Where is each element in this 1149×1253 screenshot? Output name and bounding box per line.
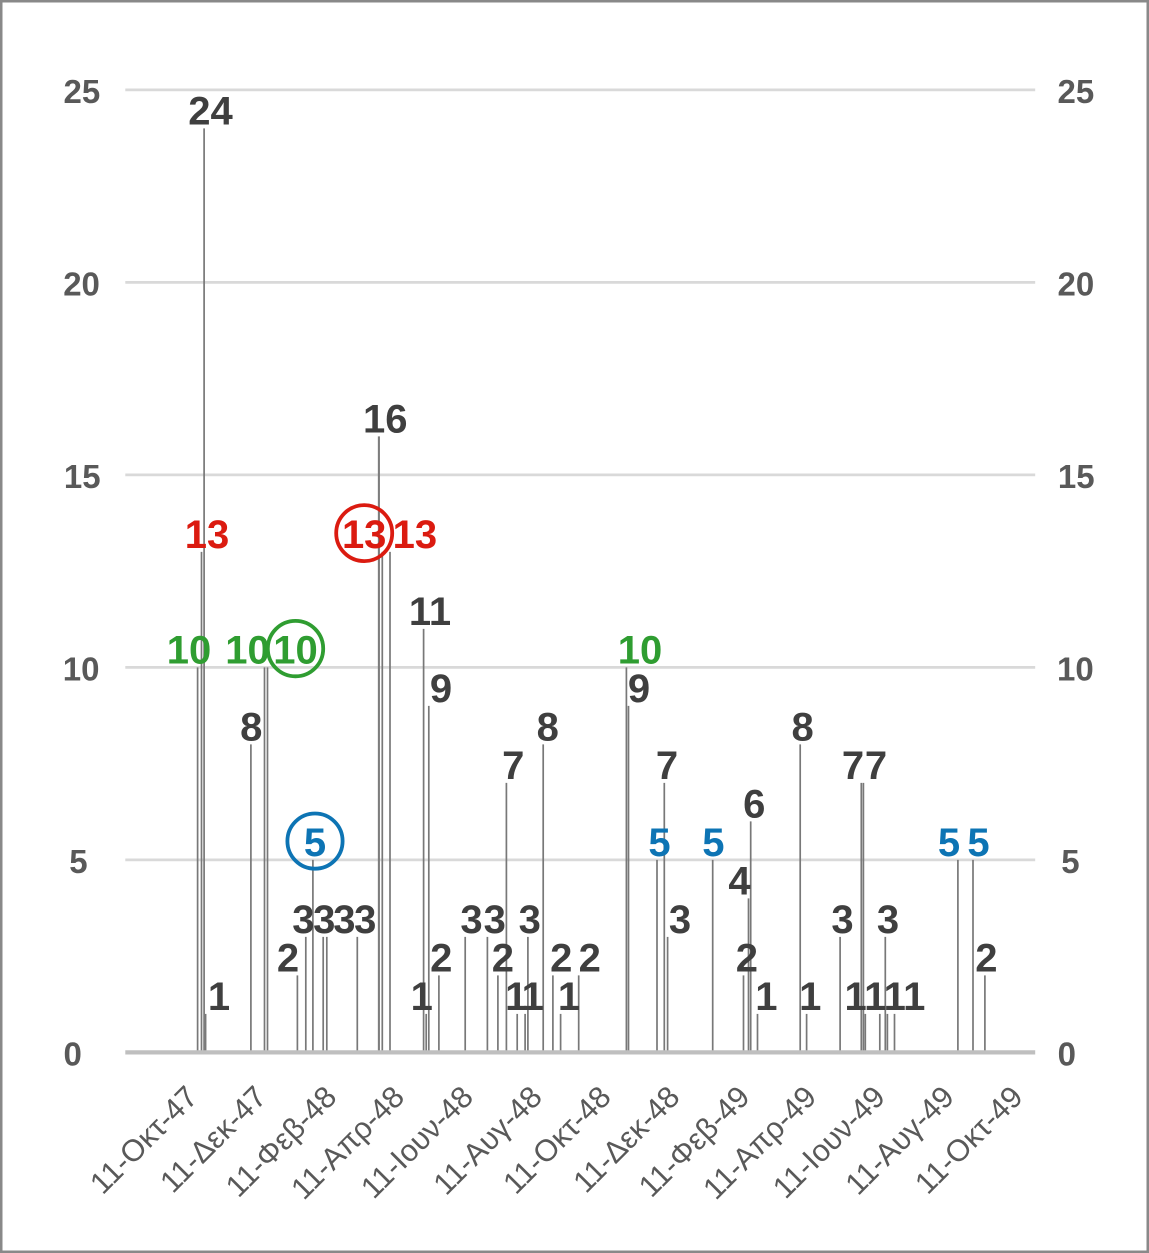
svg-text:2: 2 xyxy=(277,937,299,981)
svg-text:1: 1 xyxy=(864,975,886,1019)
svg-text:8: 8 xyxy=(791,706,813,750)
svg-text:1: 1 xyxy=(884,975,906,1019)
svg-text:15: 15 xyxy=(1058,458,1095,495)
svg-text:10: 10 xyxy=(618,629,663,673)
svg-text:7: 7 xyxy=(656,744,678,788)
svg-text:5: 5 xyxy=(304,821,326,865)
svg-text:25: 25 xyxy=(64,73,101,110)
svg-text:10: 10 xyxy=(63,651,100,688)
svg-text:0: 0 xyxy=(1058,1036,1076,1073)
svg-text:7: 7 xyxy=(865,744,887,788)
svg-text:2: 2 xyxy=(550,937,572,981)
svg-text:1: 1 xyxy=(208,975,230,1019)
svg-text:3: 3 xyxy=(354,898,376,942)
svg-text:3: 3 xyxy=(313,898,335,942)
svg-text:9: 9 xyxy=(430,667,452,711)
svg-text:1: 1 xyxy=(844,975,866,1019)
svg-text:1: 1 xyxy=(522,975,544,1019)
svg-text:7: 7 xyxy=(502,744,524,788)
svg-text:5: 5 xyxy=(967,821,989,865)
svg-text:1: 1 xyxy=(558,975,580,1019)
svg-text:11: 11 xyxy=(409,590,451,634)
svg-text:20: 20 xyxy=(1058,266,1095,303)
svg-text:3: 3 xyxy=(292,898,314,942)
svg-text:8: 8 xyxy=(537,706,559,750)
svg-text:10: 10 xyxy=(1057,651,1094,688)
svg-text:2: 2 xyxy=(975,937,997,981)
svg-text:1: 1 xyxy=(411,975,433,1019)
svg-text:24: 24 xyxy=(188,90,233,134)
svg-text:9: 9 xyxy=(628,667,650,711)
svg-text:3: 3 xyxy=(333,898,355,942)
svg-text:1: 1 xyxy=(903,975,925,1019)
svg-text:3: 3 xyxy=(519,898,541,942)
svg-text:1: 1 xyxy=(505,975,527,1019)
svg-text:7: 7 xyxy=(842,744,864,788)
svg-text:10: 10 xyxy=(167,629,212,673)
svg-text:10: 10 xyxy=(273,629,318,673)
svg-text:5: 5 xyxy=(702,821,724,865)
svg-text:2: 2 xyxy=(736,937,758,981)
svg-text:3: 3 xyxy=(831,898,853,942)
svg-text:13: 13 xyxy=(185,513,230,557)
svg-text:0: 0 xyxy=(64,1036,82,1073)
svg-text:5: 5 xyxy=(648,821,670,865)
svg-text:10: 10 xyxy=(225,629,270,673)
svg-text:6: 6 xyxy=(743,783,765,827)
svg-text:3: 3 xyxy=(877,898,899,942)
svg-text:25: 25 xyxy=(1058,73,1095,110)
svg-text:1: 1 xyxy=(755,975,777,1019)
svg-text:13: 13 xyxy=(342,513,387,557)
svg-text:8: 8 xyxy=(240,706,262,750)
svg-text:3: 3 xyxy=(484,898,506,942)
svg-text:1: 1 xyxy=(799,975,821,1019)
svg-text:5: 5 xyxy=(69,843,87,880)
svg-text:15: 15 xyxy=(64,458,101,495)
svg-text:5: 5 xyxy=(1061,843,1079,880)
svg-text:20: 20 xyxy=(63,266,100,303)
svg-text:2: 2 xyxy=(579,937,601,981)
svg-text:4: 4 xyxy=(728,860,751,904)
svg-text:3: 3 xyxy=(669,898,691,942)
svg-text:5: 5 xyxy=(938,821,960,865)
svg-text:3: 3 xyxy=(460,898,482,942)
svg-text:2: 2 xyxy=(430,937,452,981)
svg-text:13: 13 xyxy=(393,513,438,557)
svg-text:16: 16 xyxy=(363,398,408,442)
svg-text:2: 2 xyxy=(492,937,514,981)
